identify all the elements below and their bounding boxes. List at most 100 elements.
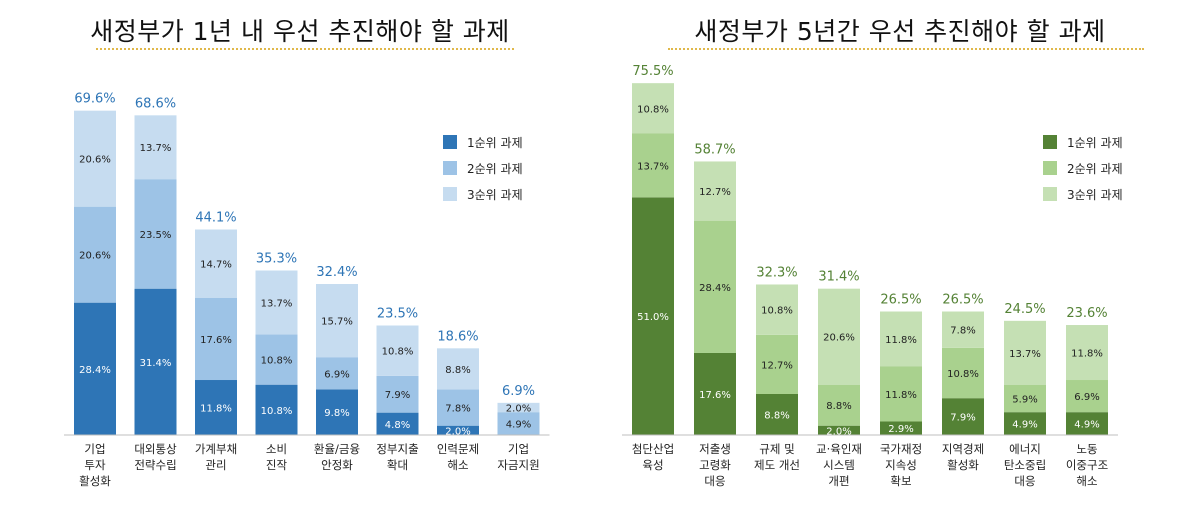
category-label: 가계부채 xyxy=(195,442,237,456)
bar-segment xyxy=(818,288,860,385)
bar-segment xyxy=(134,115,177,180)
legend-swatch xyxy=(443,161,457,175)
chart-title: 새정부가 1년 내 우선 추진해야 할 과제 xyxy=(90,17,510,46)
bar-group: 17.6% 28.4% 12.7% 58.7% xyxy=(694,142,736,435)
bar-segment xyxy=(880,366,922,422)
bar-segment xyxy=(880,311,922,367)
data-label: 11.8% xyxy=(885,390,917,401)
data-label: 10.8% xyxy=(261,356,293,367)
data-label: 7.8% xyxy=(445,404,470,415)
category-label: 첨단산업 xyxy=(632,442,674,456)
bar-segment xyxy=(376,375,419,413)
category-label: 진작 xyxy=(266,458,288,472)
category-label: 활성화 xyxy=(947,458,979,472)
category-label: 인력문제 xyxy=(437,442,479,456)
data-label: 6.9% xyxy=(324,369,349,380)
bar-segment xyxy=(942,398,984,435)
total-label: 23.5% xyxy=(377,306,418,321)
data-label: 11.8% xyxy=(200,404,232,415)
data-label: 4.8% xyxy=(385,420,410,431)
category-label: 투자 xyxy=(84,458,106,472)
bar-segment xyxy=(942,311,984,348)
category-label: 확보 xyxy=(890,474,911,488)
data-label: 2.0% xyxy=(506,404,531,415)
bar-segment xyxy=(497,402,540,413)
bar-segment xyxy=(376,412,419,435)
total-label: 26.5% xyxy=(942,293,983,308)
legend-swatch xyxy=(1043,135,1057,149)
category-label: 저출생 xyxy=(699,442,731,456)
bar-segment xyxy=(74,110,116,207)
bar-segment xyxy=(880,421,922,435)
category-label: 전략수립 xyxy=(134,458,176,472)
data-label: 20.6% xyxy=(823,333,855,344)
bar-segment xyxy=(1066,412,1108,435)
category-label: 활성화 xyxy=(79,474,111,488)
data-label: 8.8% xyxy=(445,365,470,376)
category-label: 노동 xyxy=(1076,442,1097,456)
bar-segment xyxy=(818,384,860,426)
bar-segment xyxy=(818,425,860,435)
data-label: 13.7% xyxy=(1009,349,1041,360)
bar-segment xyxy=(756,334,798,394)
total-label: 68.6% xyxy=(135,96,176,111)
legend-swatch xyxy=(1043,161,1057,175)
bar-segment xyxy=(632,133,674,198)
category-label: 환율/금융 xyxy=(314,442,360,456)
bar-group: 4.9% 6.9% 11.8% 23.6% xyxy=(1066,306,1108,435)
bar-group: 51.0% 13.7% 10.8% 75.5% xyxy=(632,64,674,435)
data-label: 11.8% xyxy=(1071,349,1103,360)
data-label: 10.8% xyxy=(947,369,979,380)
data-label: 2.0% xyxy=(826,426,851,437)
bar-segment xyxy=(316,389,358,435)
data-label: 14.7% xyxy=(200,260,232,271)
bar-segment xyxy=(134,179,177,289)
chart-1-year: 새정부가 1년 내 우선 추진해야 할 과제 28.4% 20.6% 20.6% 69… xyxy=(64,17,550,488)
category-label: 고령화 xyxy=(699,458,731,472)
total-label: 32.4% xyxy=(316,265,357,280)
data-label: 13.7% xyxy=(261,298,293,309)
category-label: 해소 xyxy=(447,458,468,472)
bar-group: 4.9% 2.0% 6.9% xyxy=(497,384,540,435)
bar-group: 2.0% 8.8% 20.6% 31.4% xyxy=(818,270,860,437)
legend-swatch xyxy=(443,187,457,201)
data-label: 10.8% xyxy=(761,306,793,317)
bar-group: 10.8% 10.8% 13.7% 35.3% xyxy=(255,252,298,435)
data-label: 13.7% xyxy=(637,161,669,172)
total-label: 32.3% xyxy=(756,265,797,280)
total-label: 6.9% xyxy=(502,384,535,399)
total-label: 44.1% xyxy=(195,210,236,225)
bar-segment xyxy=(316,357,358,390)
total-label: 35.3% xyxy=(256,252,297,267)
category-label: 관리 xyxy=(205,458,226,472)
bar-group: 2.0% 7.8% 8.8% 18.6% xyxy=(437,329,479,437)
data-label: 8.8% xyxy=(826,401,851,412)
total-label: 69.6% xyxy=(74,92,115,107)
legend-label: 3순위 과제 xyxy=(1067,188,1123,202)
bar-segment xyxy=(1004,412,1046,435)
bar-segment xyxy=(756,284,798,335)
data-label: 20.6% xyxy=(79,155,111,166)
category-label: 국가재정 xyxy=(880,442,922,456)
bar-segment xyxy=(1004,320,1046,385)
data-label: 10.8% xyxy=(382,347,414,358)
bar-group: 11.8% 17.6% 14.7% 44.1% xyxy=(195,210,237,435)
category-label: 교·육인재 xyxy=(816,442,862,456)
data-label: 28.4% xyxy=(79,365,111,376)
bar-segment xyxy=(437,425,479,435)
bar-segment xyxy=(497,412,540,435)
bar-group: 2.9% 11.8% 11.8% 26.5% xyxy=(880,293,922,435)
data-label: 4.9% xyxy=(1012,420,1037,431)
bar-segment xyxy=(134,288,177,435)
category-label: 에너지 xyxy=(1009,442,1041,456)
category-label: 확대 xyxy=(387,458,408,472)
title-underline xyxy=(668,48,1144,50)
data-label: 9.8% xyxy=(324,408,349,419)
bar-segment xyxy=(632,83,674,134)
data-label: 10.8% xyxy=(261,406,293,417)
category-label: 제도 개선 xyxy=(754,458,800,472)
data-label: 13.7% xyxy=(140,143,172,154)
data-label: 51.0% xyxy=(637,312,669,323)
data-label: 7.9% xyxy=(385,390,410,401)
